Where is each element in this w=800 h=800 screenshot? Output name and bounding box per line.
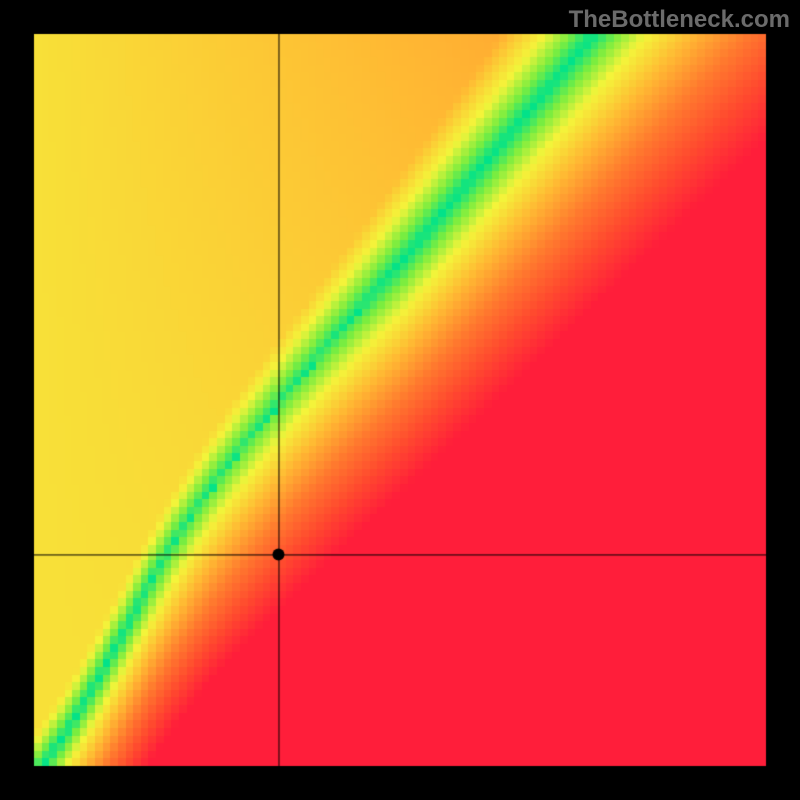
bottleneck-heatmap [0,0,800,800]
watermark-text: TheBottleneck.com [569,6,790,34]
